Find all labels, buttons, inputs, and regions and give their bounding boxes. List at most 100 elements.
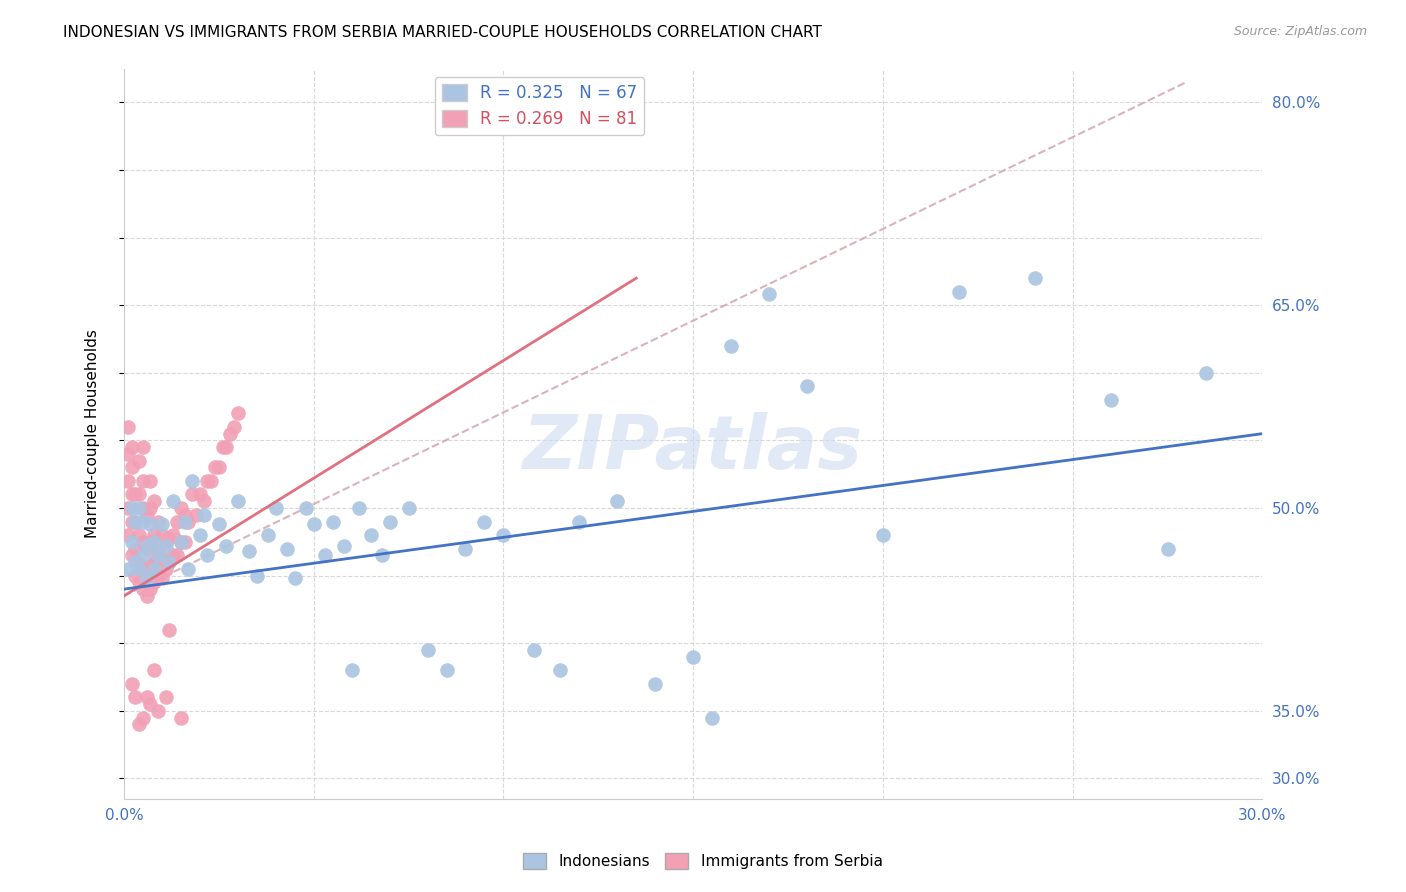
Point <box>135 589 157 603</box>
Point <box>155 534 177 549</box>
Point <box>322 515 344 529</box>
Point <box>128 501 150 516</box>
Point <box>135 568 157 582</box>
Point <box>378 515 401 529</box>
Point <box>208 460 231 475</box>
Point <box>155 690 177 705</box>
Point <box>121 501 143 516</box>
Point <box>139 534 162 549</box>
Point <box>758 287 780 301</box>
Point <box>135 541 157 556</box>
Point <box>121 460 143 475</box>
Point <box>246 568 269 582</box>
Point <box>124 690 146 705</box>
Point <box>124 555 146 569</box>
Point <box>139 558 162 572</box>
Point <box>371 549 394 563</box>
Point <box>121 515 143 529</box>
Legend: R = 0.325   N = 67, R = 0.269   N = 81: R = 0.325 N = 67, R = 0.269 N = 81 <box>434 77 644 135</box>
Point <box>211 440 233 454</box>
Point <box>124 515 146 529</box>
Point <box>264 501 287 516</box>
Point <box>166 549 188 563</box>
Point <box>360 528 382 542</box>
Point <box>474 515 496 529</box>
Point <box>128 575 150 590</box>
Point <box>124 568 146 582</box>
Point <box>132 515 155 529</box>
Point <box>215 440 238 454</box>
Point <box>170 534 193 549</box>
Point <box>193 494 215 508</box>
Point <box>139 474 162 488</box>
Point <box>181 474 204 488</box>
Point <box>135 508 157 522</box>
Point <box>177 515 200 529</box>
Point <box>177 562 200 576</box>
Point <box>146 515 169 529</box>
Point <box>146 704 169 718</box>
Point <box>162 549 184 563</box>
Point <box>204 460 226 475</box>
Point <box>173 508 195 522</box>
Point <box>143 528 166 542</box>
Point <box>170 711 193 725</box>
Point <box>226 406 249 420</box>
Point <box>124 515 146 529</box>
Point <box>162 494 184 508</box>
Point <box>197 474 219 488</box>
Point <box>162 528 184 542</box>
Point <box>117 501 139 516</box>
Text: INDONESIAN VS IMMIGRANTS FROM SERBIA MARRIED-COUPLE HOUSEHOLDS CORRELATION CHART: INDONESIAN VS IMMIGRANTS FROM SERBIA MAR… <box>63 25 823 40</box>
Point <box>128 562 150 576</box>
Point <box>150 552 173 566</box>
Point <box>150 517 173 532</box>
Point <box>132 474 155 488</box>
Point <box>143 663 166 677</box>
Point <box>117 528 139 542</box>
Point <box>1024 271 1046 285</box>
Point <box>121 534 143 549</box>
Point <box>347 501 370 516</box>
Point <box>682 649 704 664</box>
Point <box>208 517 231 532</box>
Text: ZIPatlas: ZIPatlas <box>523 412 863 484</box>
Point <box>200 474 222 488</box>
Point <box>121 677 143 691</box>
Point <box>139 517 162 532</box>
Point <box>135 539 157 553</box>
Point <box>135 690 157 705</box>
Point <box>436 663 458 677</box>
Point <box>132 582 155 596</box>
Point <box>132 549 155 563</box>
Point <box>295 501 318 516</box>
Point <box>124 541 146 556</box>
Point <box>139 582 162 596</box>
Point <box>155 539 177 553</box>
Point <box>454 541 477 556</box>
Point <box>720 339 742 353</box>
Point <box>159 623 181 637</box>
Text: Source: ZipAtlas.com: Source: ZipAtlas.com <box>1233 25 1367 38</box>
Point <box>188 528 211 542</box>
Point <box>132 711 155 725</box>
Point <box>197 549 219 563</box>
Point <box>128 453 150 467</box>
Point <box>948 285 970 299</box>
Point <box>159 555 181 569</box>
Point <box>523 643 546 657</box>
Point <box>150 528 173 542</box>
Point <box>333 539 356 553</box>
Point <box>146 549 169 563</box>
Point <box>132 534 155 549</box>
Legend: Indonesians, Immigrants from Serbia: Indonesians, Immigrants from Serbia <box>517 847 889 875</box>
Point <box>568 515 591 529</box>
Point <box>132 501 155 516</box>
Point <box>143 555 166 569</box>
Point <box>872 528 894 542</box>
Point <box>143 534 166 549</box>
Point <box>276 541 298 556</box>
Point <box>117 474 139 488</box>
Point <box>139 501 162 516</box>
Point <box>416 643 439 657</box>
